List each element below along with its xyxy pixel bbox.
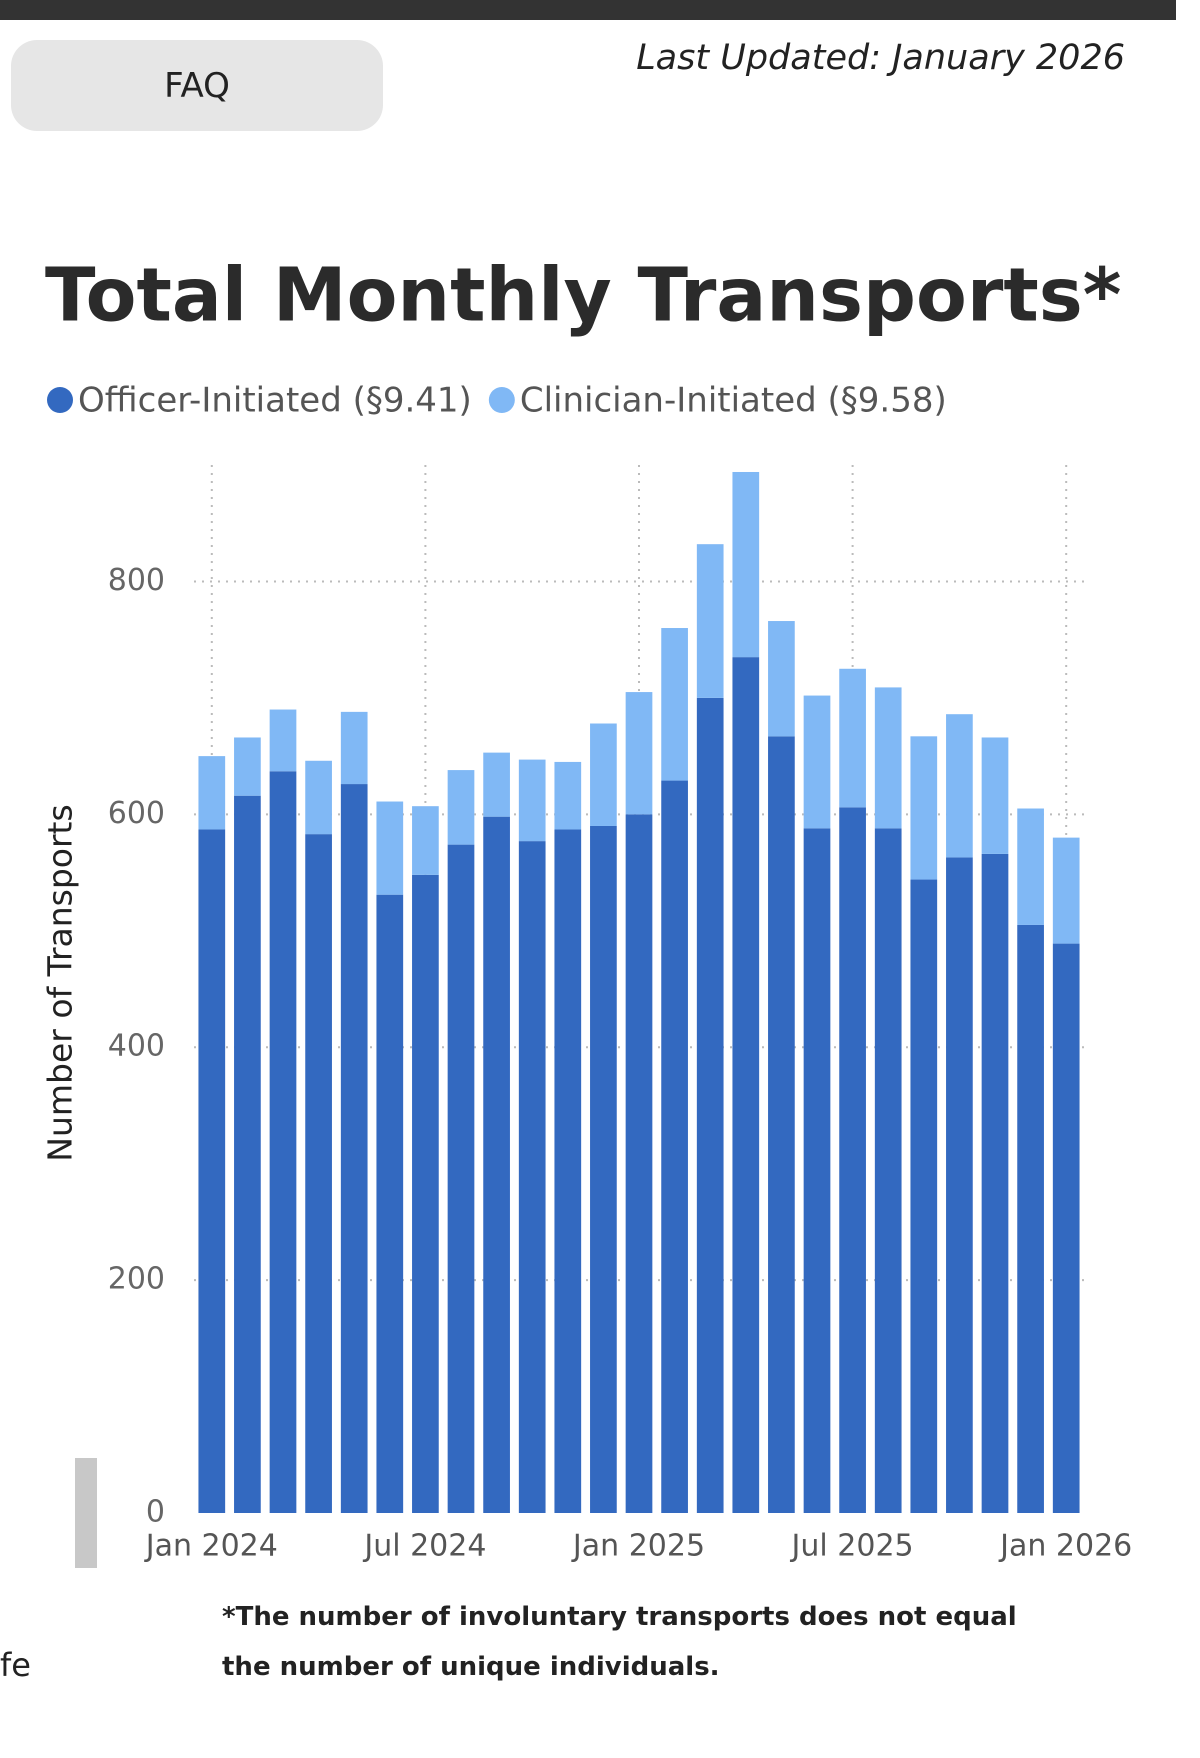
bar-segment <box>803 828 831 1513</box>
x-tick-label: Jan 2024 <box>144 1529 278 1564</box>
bar-segment <box>839 807 866 1513</box>
bar-segment <box>412 874 439 1513</box>
bar-segment <box>910 736 938 880</box>
bar-segment <box>518 759 546 842</box>
scrollbar[interactable] <box>75 1458 97 1568</box>
bar-segment <box>376 894 404 1513</box>
bar-segment <box>590 825 617 1513</box>
top-bar <box>0 0 1176 20</box>
bar-segment <box>234 737 261 796</box>
bar-segment <box>305 760 332 835</box>
bar-segment <box>554 829 582 1513</box>
bar-segment <box>590 723 617 826</box>
bar-segment <box>447 770 475 845</box>
bar-segment <box>625 814 653 1513</box>
bar-segment <box>732 657 760 1513</box>
cut-text: fe <box>0 1646 31 1684</box>
bar-segment <box>874 687 902 829</box>
faq-button[interactable]: FAQ <box>11 40 383 131</box>
x-tick-label: Jul 2024 <box>362 1529 486 1564</box>
bar-segment <box>412 806 439 875</box>
bar-segment <box>625 692 653 815</box>
bar-segment <box>768 736 795 1513</box>
chart-title: Total Monthly Transports* <box>45 253 1121 339</box>
bar-segment <box>554 761 582 830</box>
bar-segment <box>910 879 938 1513</box>
bar-segment <box>269 771 297 1513</box>
bar-segment <box>518 841 546 1513</box>
bar-segment <box>1017 924 1044 1513</box>
bar-segment <box>803 695 831 829</box>
last-updated: Last Updated: January 2026 <box>636 38 1125 78</box>
y-tick-label: 800 <box>108 563 165 598</box>
y-tick-label: 200 <box>108 1262 165 1297</box>
bar-segment <box>981 853 1009 1513</box>
bar-segment <box>732 471 760 658</box>
y-tick-label: 400 <box>108 1029 165 1064</box>
bar-segment <box>946 857 973 1513</box>
bar-segment <box>661 780 688 1513</box>
legend-label: Clinician-Initiated (§9.58) <box>520 381 947 421</box>
bar-segment <box>198 756 226 830</box>
bar-segment <box>661 628 688 781</box>
bar-segment <box>946 714 973 858</box>
footnote: *The number of involuntary transports do… <box>222 1602 1017 1682</box>
legend-marker <box>488 387 515 413</box>
bar-segment <box>269 709 297 772</box>
y-axis-label: Number of Transports <box>41 804 80 1161</box>
bar-segment <box>305 834 332 1513</box>
bar-segment <box>340 784 368 1513</box>
bar-segment <box>198 829 226 1513</box>
bar-segment <box>696 544 724 698</box>
y-tick-label: 600 <box>108 796 165 831</box>
x-tick-label: Jul 2025 <box>790 1529 914 1564</box>
bar-segment <box>340 711 368 785</box>
bar-segment <box>1017 808 1044 925</box>
x-tick-label: Jan 2026 <box>998 1529 1132 1564</box>
legend-marker <box>47 387 73 413</box>
bar-segment <box>447 844 475 1513</box>
x-tick-label: Jan 2025 <box>571 1529 705 1564</box>
chart: Total Monthly Transports* Number of Tran… <box>41 253 1133 1564</box>
y-tick-label: 0 <box>146 1495 165 1530</box>
bar-segment <box>234 795 261 1513</box>
bar-segment <box>696 697 724 1513</box>
bar-segment <box>981 737 1009 854</box>
bar-segment <box>1052 837 1080 944</box>
bar-segment <box>1052 943 1080 1513</box>
bar-segment <box>483 752 510 817</box>
bar-segment <box>483 816 510 1513</box>
bar-segment <box>874 828 902 1513</box>
bar-segment <box>768 621 795 737</box>
bar-segment <box>839 668 866 808</box>
bar-segment <box>376 801 404 895</box>
legend-label: Officer-Initiated (§9.41) <box>78 381 472 421</box>
